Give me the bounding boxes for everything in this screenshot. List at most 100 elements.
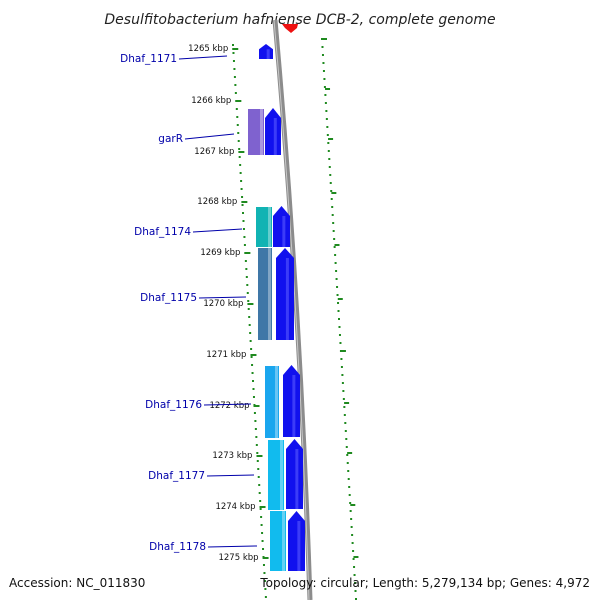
outer-ruler-dot [348,486,351,488]
outer-ruler-dot [341,382,344,384]
cds-arrow-garr [265,108,281,155]
inner-ruler-dot [238,156,241,158]
outer-ruler-dot [343,406,346,408]
shaded-feature-gloss [280,440,283,510]
outer-ruler-dot [324,94,327,96]
gene-label-garr[interactable]: garR [158,133,183,145]
inner-ruler-dot [234,84,237,86]
inner-ruler-dot [253,412,256,414]
gene-label-dhaf-1175[interactable]: Dhaf_1175 [140,292,197,304]
inner-ruler-dot [264,588,267,590]
kbp-tick-label: 1273 kbp [212,451,252,461]
inner-ruler-dot [232,60,235,62]
outer-ruler-dot [351,534,354,536]
gene-label-dhaf-1174[interactable]: Dhaf_1174 [134,226,191,238]
kbp-tick-label: 1272 kbp [209,401,249,411]
outer-ruler-dot [328,158,331,160]
outer-ruler-tick [347,452,353,454]
inner-ruler-dot [251,364,254,366]
inner-ruler-tick [259,506,266,508]
inner-ruler-dot [241,196,244,198]
outer-ruler-dot [352,558,355,560]
shaded-feature [270,511,286,571]
inner-ruler-dot [262,564,265,566]
inner-ruler-tick [241,201,248,203]
outer-ruler-dot [326,134,329,136]
outer-ruler-dot [354,590,357,592]
red-feature-arrow[interactable] [282,24,298,33]
kbp-tick-label: 1268 kbp [197,197,237,207]
kbp-tick-label: 1266 kbp [191,96,231,106]
shaded-feature-gloss [268,248,271,340]
gene-leader-line [184,133,235,140]
inner-ruler-dot [242,212,245,214]
inner-ruler-dot [258,492,261,494]
shaded-feature-gloss [275,366,278,438]
outer-ruler-dot [325,118,328,120]
gene-label-dhaf-1176[interactable]: Dhaf_1176 [145,399,202,411]
outer-ruler-dot [341,374,344,376]
cds-gloss [266,49,270,59]
kbp-tick-label: 1274 kbp [215,502,255,512]
gene-leader-line [203,403,252,406]
shaded-features [248,109,286,571]
gene-label-dhaf-1178[interactable]: Dhaf_1178 [149,541,206,553]
outer-ruler-dot [349,510,352,512]
gene-leader-line [192,228,243,233]
outer-ruler-dot [330,190,333,192]
outer-ruler-dot [330,198,333,200]
outer-ruler-dot [334,262,337,264]
inner-ruler-tick [247,303,254,305]
outer-ruler-dot [345,446,348,448]
inner-ruler-tick [232,48,239,50]
outer-ruler-dot [353,574,356,576]
outer-ruler-dot [331,214,334,216]
outer-ruler-dot [347,470,350,472]
inner-ruler-dot [246,284,249,286]
gene-leader-line [178,55,228,60]
cds-gloss [273,118,277,155]
inner-ruler-dot [248,316,251,318]
outer-ruler-dot [322,70,325,72]
shaded-feature-gloss [260,109,263,155]
inner-ruler-dot [236,116,239,118]
kbp-tick-label: 1270 kbp [203,299,243,309]
inner-ruler-dot [252,396,255,398]
inner-ruler-tick [253,405,260,407]
inner-ruler-dot [247,300,250,302]
outer-ruler-tick [328,138,334,140]
outer-ruler-dot [347,478,350,480]
kbp-tick-label: 1265 kbp [188,44,228,54]
gene-leader-line [207,545,258,548]
outer-ruler-dot [338,326,341,328]
outer-ruler-dot [344,430,347,432]
inner-ruler-dot [241,204,244,206]
gene-label-dhaf-1177[interactable]: Dhaf_1177 [148,470,205,482]
outer-ruler-tick [350,504,356,506]
genome-summary-label: Topology: circular; Length: 5,279,134 bp… [259,576,590,590]
inner-ruler-tick [262,557,269,559]
outer-ruler-dot [354,582,357,584]
outer-ruler-dot [336,294,339,296]
outer-ruler-dot [346,454,349,456]
outer-ruler-dot [349,502,352,504]
inner-ruler-dot [242,228,245,230]
inner-ruler-dot [243,244,246,246]
cds-gloss [282,216,286,247]
inner-ruler-dot [233,76,236,78]
inner-ruler-dot [260,524,263,526]
outer-ruler-tick [344,402,350,404]
inner-ruler-dot [256,460,259,462]
backbone-line [272,19,313,600]
outer-ruler-tick [331,192,337,194]
inner-ruler-dot [244,260,247,262]
shaded-feature [248,109,264,155]
outer-ruler-dot [355,598,357,600]
outer-ruler-dot [327,150,330,152]
outer-ruler-tick [334,244,340,246]
shaded-feature [256,207,272,247]
outer-ruler-dot [329,174,332,176]
gene-label-dhaf-1171[interactable]: Dhaf_1171 [120,53,177,65]
